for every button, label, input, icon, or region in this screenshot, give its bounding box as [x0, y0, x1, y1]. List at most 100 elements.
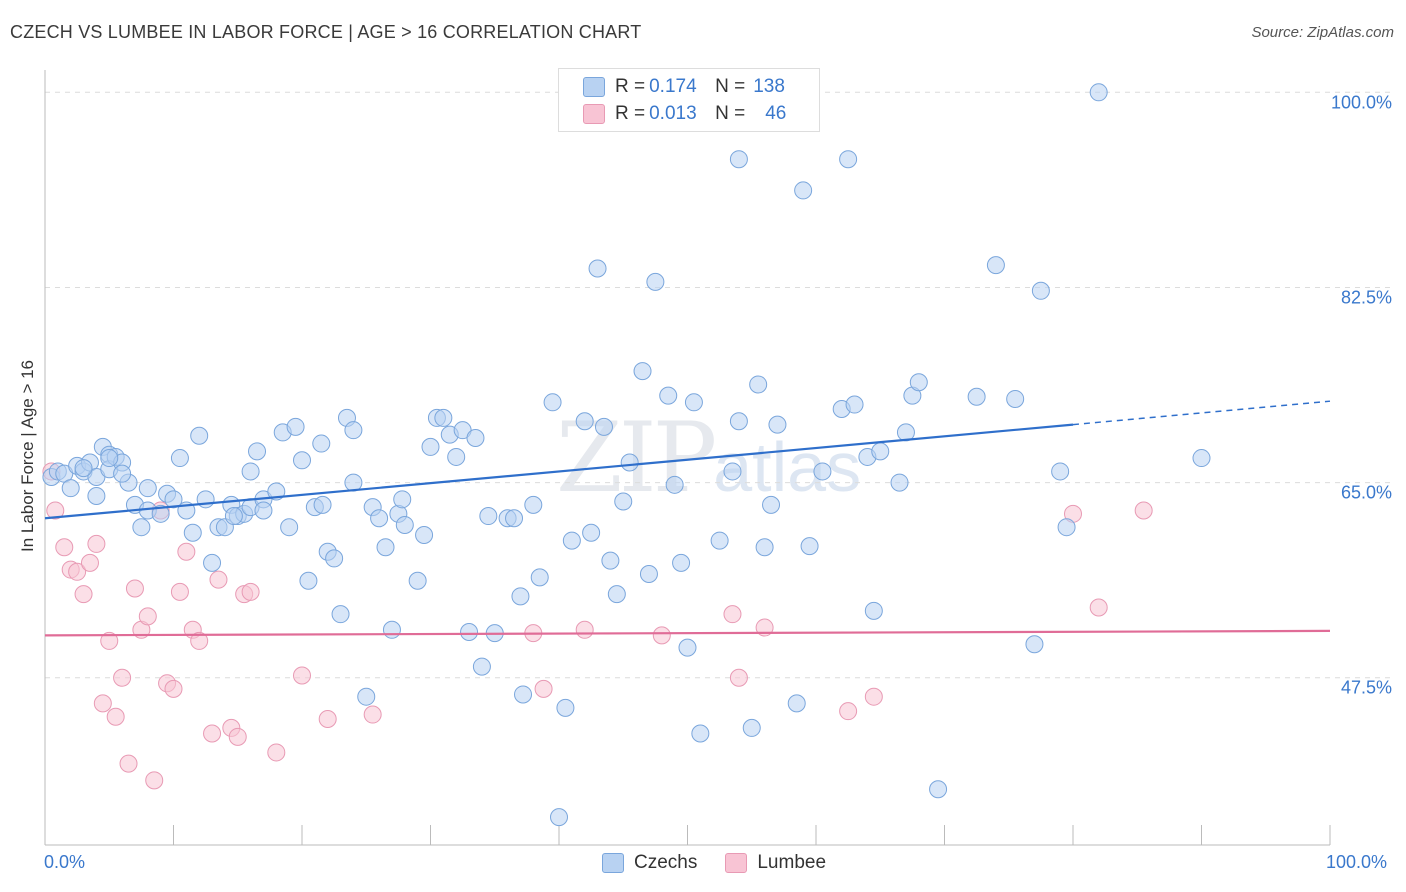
lumbee-point [575, 620, 594, 639]
lumbee-point [241, 582, 260, 601]
czechs-r-value: 0.174 [649, 76, 697, 97]
czechs-point [408, 571, 427, 590]
czechs-point [691, 724, 710, 743]
legend-row-lumbee: R = 0.013 N = 46 [583, 102, 786, 126]
czechs-point [710, 531, 729, 550]
lumbee-point [164, 679, 183, 698]
y-tick-label: 47.5% [1341, 678, 1392, 698]
lumbee-point [170, 582, 189, 601]
czechs-point [460, 623, 479, 642]
czechs-point [1089, 83, 1108, 102]
lumbee-point [100, 631, 119, 650]
czechs-point [845, 395, 864, 414]
czechs-point [614, 492, 633, 511]
czechs-point [575, 412, 594, 431]
czechs-point [286, 417, 305, 436]
lumbee-swatch [583, 104, 605, 124]
czechs-point [607, 585, 626, 604]
lumbee-point [113, 668, 132, 687]
lumbee-point [209, 570, 228, 589]
czechs-point [357, 687, 376, 706]
watermark: ZIPatlas [556, 402, 861, 514]
czechs-point [511, 587, 530, 606]
czechs-point [241, 462, 260, 481]
czechs-point [909, 373, 928, 392]
czechs-point [395, 515, 414, 534]
czechs-point [203, 553, 222, 572]
czechs-n-value: 138 [753, 76, 785, 97]
lumbee-point [93, 694, 112, 713]
x-tick-label-max: 100.0% [1326, 852, 1388, 872]
czechs-point [183, 523, 202, 542]
legend-item-czechs: Czechs [602, 852, 697, 874]
czechs-point [280, 518, 299, 537]
czechs-point [986, 256, 1005, 275]
lumbee-point [729, 668, 748, 687]
czechs-point [646, 272, 665, 291]
czechs-point [293, 451, 311, 470]
czechs-point [871, 442, 890, 461]
czechs-point [415, 526, 434, 544]
czechs-point [1031, 281, 1050, 300]
czechs-point [672, 553, 691, 572]
legend-lumbee-label: Lumbee [757, 852, 827, 873]
lumbee-point [46, 501, 65, 520]
czechs-point [61, 479, 80, 498]
czechs-point [787, 694, 806, 713]
czechs-point [87, 486, 106, 505]
czechs-point [376, 538, 395, 557]
lumbee-point [318, 709, 337, 728]
y-tick-label: 100.0% [1331, 92, 1392, 112]
czechs-point [742, 718, 761, 737]
czechs-point [678, 638, 697, 657]
lumbee-point [864, 687, 883, 706]
czechs-point [562, 531, 581, 550]
czechs-point [1057, 518, 1076, 537]
lumbee-point [293, 666, 311, 685]
czechs-point [601, 551, 620, 570]
lumbee-point [363, 705, 382, 724]
czechs-point [479, 507, 498, 526]
czechs-point [505, 509, 524, 528]
czechs-point [762, 495, 781, 514]
czechs-point [755, 538, 774, 557]
czechs-point [248, 442, 267, 461]
czechs-point [768, 415, 787, 434]
lumbee-n-value: 46 [765, 103, 787, 124]
lumbee-trend-line [44, 629, 1331, 637]
lumbee-point [1134, 501, 1153, 520]
czechs-point [151, 504, 170, 523]
czechs-r-label: R = [615, 76, 646, 97]
lumbee-point [68, 562, 87, 581]
czechs-point [325, 549, 344, 568]
czechs-point [684, 393, 703, 412]
lumbee-point [839, 702, 858, 721]
czechs-point [749, 375, 768, 394]
lumbee-point [534, 679, 553, 698]
y-tick-label: 65.0% [1341, 483, 1392, 503]
czechs-point [864, 601, 883, 620]
czechs-point [1025, 635, 1044, 654]
legend-czechs-label: Czechs [634, 852, 698, 873]
czechs-point [132, 518, 151, 537]
czechs-point [421, 437, 440, 456]
lumbee-point [80, 553, 99, 572]
legend-row-czechs: R = 0.174 N = 138 [583, 75, 785, 99]
lumbee-point [106, 707, 125, 726]
lumbee-point [267, 743, 286, 762]
czechs-point [370, 509, 389, 528]
x-tick-label-min: 0.0% [44, 852, 86, 872]
czechs-point [839, 150, 858, 169]
czechs-point [382, 620, 401, 639]
czechs-point [164, 490, 183, 509]
source-credit: Source: ZipAtlas.com [1251, 24, 1394, 41]
czechs-point [1192, 449, 1211, 468]
chart-title: CZECH VS LUMBEE IN LABOR FORCE | AGE > 1… [10, 22, 642, 42]
czechs-trend-line [44, 423, 1074, 520]
czechs-point [514, 685, 533, 704]
stats-legend: R = 0.174 N = 138 R = 0.013 N = 46 [558, 68, 820, 132]
czechs-point [890, 473, 909, 492]
czechs-point [929, 780, 948, 799]
czechs-point [729, 412, 748, 431]
czechs-point [800, 537, 819, 556]
